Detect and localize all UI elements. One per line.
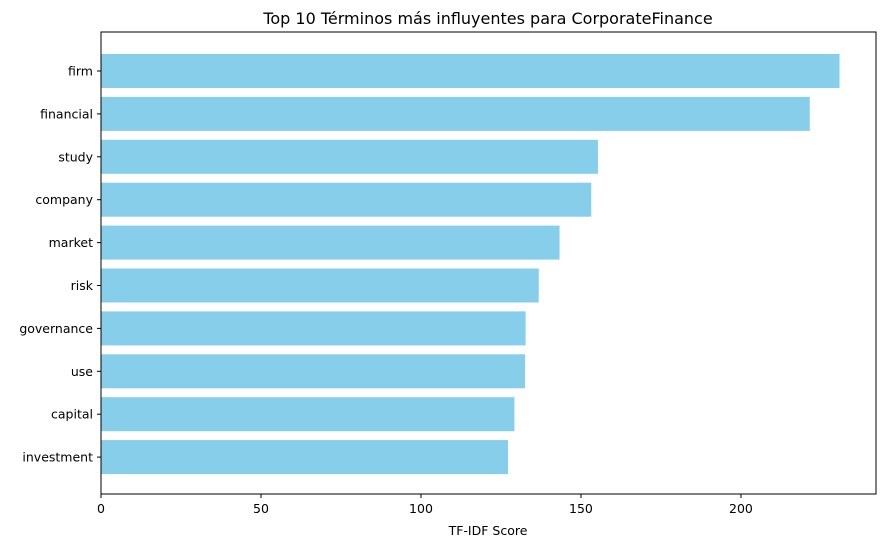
- bars-layer: [101, 54, 840, 475]
- y-tick-label: company: [35, 192, 93, 207]
- x-axis-ticks: 0 50 100 150 200: [97, 494, 753, 516]
- bar-use: [101, 354, 525, 389]
- y-tick-label: financial: [40, 106, 93, 121]
- bar-market: [101, 225, 560, 260]
- y-tick-label: market: [49, 235, 93, 250]
- bar-governance: [101, 311, 526, 346]
- chart-title: Top 10 Términos más influyentes para Cor…: [262, 9, 712, 28]
- y-tick-label: use: [71, 364, 93, 379]
- x-tick-label: 0: [97, 501, 105, 516]
- y-tick-label: risk: [71, 278, 94, 293]
- y-axis-ticks: firm financial study company market risk gover…: [19, 64, 101, 465]
- bar-capital: [101, 397, 515, 432]
- bar-company: [101, 182, 592, 217]
- y-tick-label: firm: [68, 64, 93, 79]
- x-tick-label: 50: [253, 501, 269, 516]
- x-axis-label: TF-IDF Score: [448, 523, 528, 538]
- y-tick-label: governance: [19, 321, 93, 336]
- bar-risk: [101, 268, 539, 303]
- y-tick-label: study: [58, 149, 93, 164]
- y-tick-label: investment: [22, 450, 93, 465]
- x-tick-label: 150: [569, 501, 593, 516]
- x-tick-label: 200: [729, 501, 753, 516]
- bar-investment: [101, 440, 509, 475]
- bar-study: [101, 139, 598, 174]
- x-tick-label: 100: [409, 501, 433, 516]
- plot-frame: [100, 31, 877, 495]
- bar-financial: [101, 96, 810, 131]
- y-tick-label: capital: [51, 407, 93, 422]
- bar-firm: [101, 54, 840, 88]
